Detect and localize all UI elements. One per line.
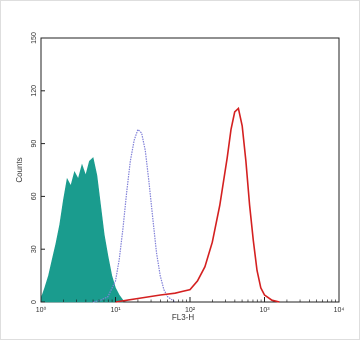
x-tick-label: 10³ bbox=[259, 307, 270, 314]
x-tick-label: 10⁰ bbox=[36, 306, 47, 314]
x-tick-label: 10¹ bbox=[110, 307, 121, 314]
y-tick-label: 60 bbox=[31, 192, 38, 200]
y-tick-label: 0 bbox=[31, 300, 38, 304]
dotted-histogram bbox=[92, 128, 176, 303]
y-tick-label: 90 bbox=[31, 140, 38, 148]
y-tick-label: 120 bbox=[31, 85, 38, 97]
y-axis-label: Counts bbox=[15, 157, 24, 182]
x-axis-ticks: 10⁰ 10¹ 10² 10³ 10⁴ bbox=[36, 297, 345, 314]
x-axis-label: FL3-H bbox=[172, 313, 194, 322]
x-tick-label: 10⁴ bbox=[334, 307, 345, 314]
solid-histogram bbox=[115, 106, 280, 303]
y-tick-label: 150 bbox=[31, 32, 38, 44]
plot-area bbox=[40, 37, 340, 303]
y-axis-ticks: 0 30 60 90 120 150 bbox=[31, 32, 45, 304]
y-tick-label: 30 bbox=[31, 245, 38, 253]
filled-histogram bbox=[40, 157, 124, 303]
x-tick-label: 10² bbox=[185, 307, 196, 314]
